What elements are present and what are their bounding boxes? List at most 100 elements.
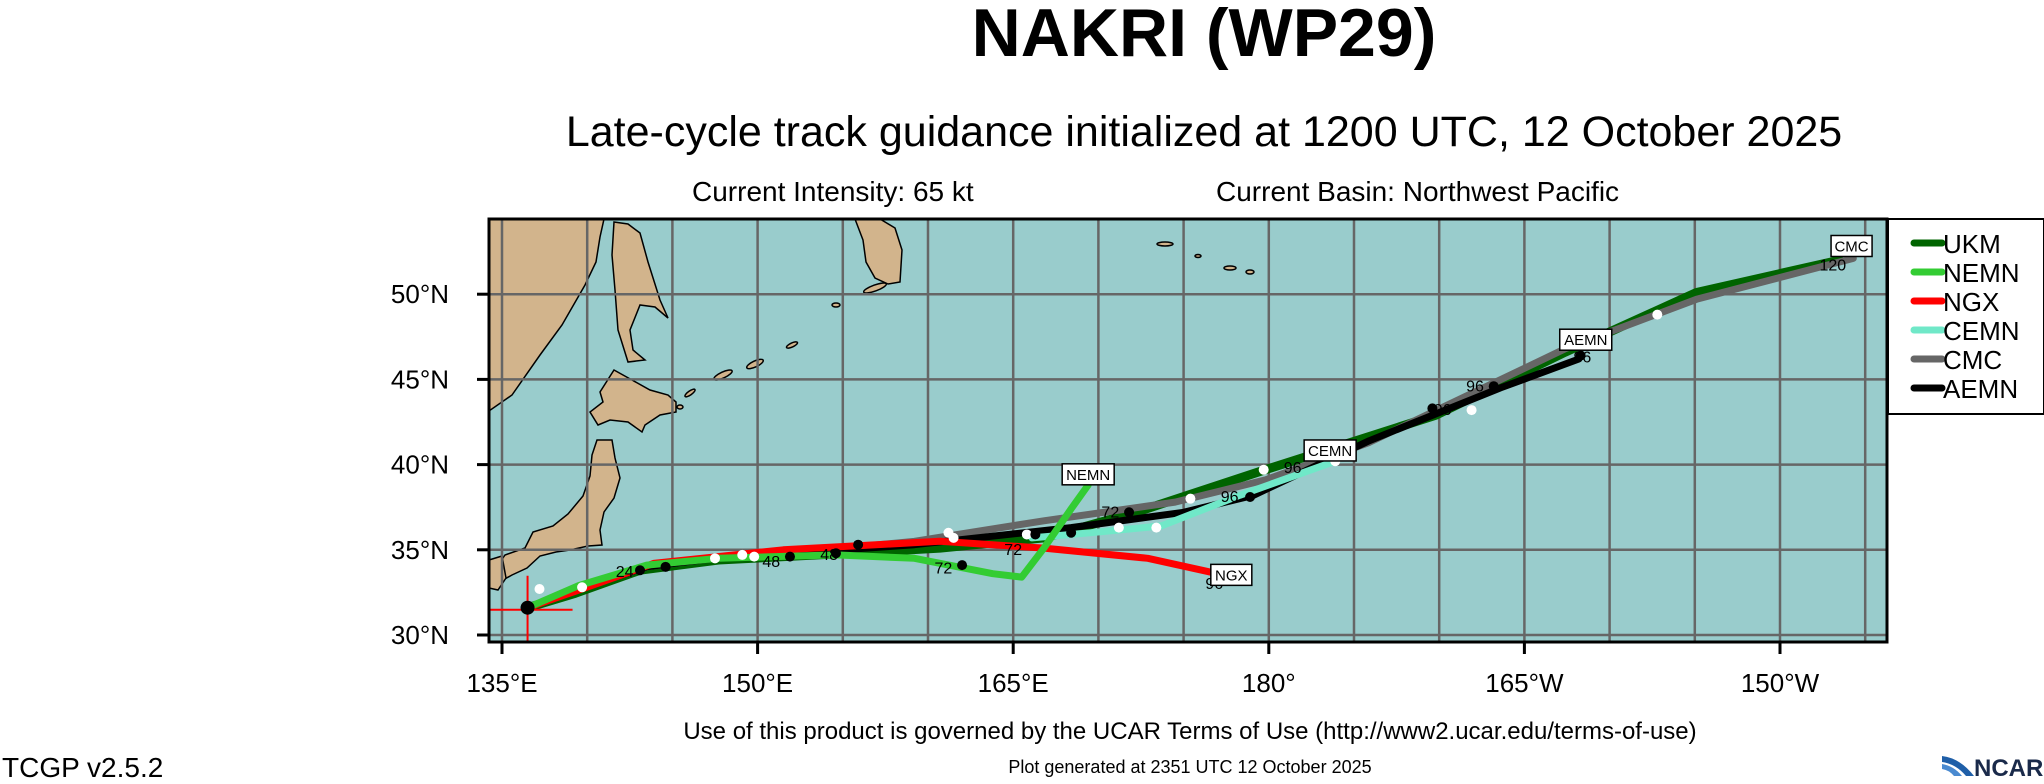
forecast-point-white (1466, 405, 1477, 416)
forecast-point-white (737, 549, 748, 560)
kamchatka (853, 218, 903, 285)
sakhalin (611, 221, 669, 363)
island (684, 388, 696, 398)
forecast-point-black (635, 565, 646, 576)
legend-label: AEMN (1943, 374, 2018, 404)
forecast-point-white (1185, 493, 1196, 504)
forecast-hour-label: 72 (934, 561, 952, 578)
forecast-point-white (1258, 464, 1269, 475)
forecast-point-white (749, 551, 760, 562)
model-label-cemn: CEMN (1303, 439, 1357, 462)
forecast-point-white (534, 583, 545, 594)
asia-mainland (488, 218, 605, 413)
forecast-hour-label: 48 (820, 547, 838, 564)
forecast-point-black (1030, 529, 1041, 540)
legend-label: UKM (1943, 229, 2001, 259)
model-label-box (1061, 463, 1115, 486)
model-label-cmc: CMC (1830, 234, 1873, 258)
island (831, 302, 841, 308)
legend-label: NGX (1943, 287, 1999, 317)
current-intensity: Current Intensity: 65 kt (692, 176, 974, 207)
track-nemn (524, 481, 1092, 612)
page-subtitle: Late-cycle track guidance initialized at… (565, 108, 1843, 156)
model-labels: CMC AEMN CEMN NGX NEMN (1061, 234, 1873, 587)
forecast-point-white (1113, 522, 1124, 533)
forecast-hour-label: 96 (1221, 489, 1239, 506)
lon-tick-label: 165°W (1485, 668, 1564, 698)
page-title: NAKRI (WP29) (971, 0, 1437, 71)
forecast-point-white (1652, 309, 1663, 320)
lat-tick-label: 35°N (391, 535, 449, 565)
current-basin: Current Basin: Northwest Pacific (1216, 176, 1620, 207)
forecast-hour-label: 96 (1434, 402, 1452, 419)
model-label-box (1210, 563, 1253, 587)
forecast-point-black (1066, 527, 1077, 538)
axis-ticks (477, 292, 1782, 654)
island (1156, 241, 1174, 247)
lat-tick-label: 30°N (391, 620, 449, 650)
model-label-text: AEMN (1564, 332, 1607, 349)
forecast-point-black (957, 560, 968, 571)
forecast-point-white (710, 553, 720, 564)
legend-item-aemn: AEMN (1910, 374, 2018, 404)
ocean (489, 219, 1887, 642)
island (785, 341, 799, 349)
graticule (489, 219, 1887, 642)
forecast-point-black (1124, 507, 1135, 518)
island (862, 282, 888, 294)
forecast-point-black (784, 551, 795, 562)
forecast-hour-label: 96 (1284, 460, 1302, 477)
generated-time: Plot generated at 2351 UTC 12 October 20… (1008, 757, 1372, 777)
lon-tick-label: 150°W (1741, 668, 1820, 698)
forecast-point-black (660, 561, 671, 572)
forecast-point-black (1427, 403, 1438, 414)
island (1194, 253, 1202, 259)
forecast-point-white (1151, 522, 1162, 533)
legend-item-cemn: CEMN (1910, 316, 2020, 346)
forecast-point-black (1488, 381, 1499, 392)
model-label-text: CMC (1834, 238, 1868, 255)
legend-label: NEMN (1943, 258, 2020, 288)
track-map: 244848727272969696969696120 CMCAEMNCEMNN… (391, 217, 2044, 698)
island (1245, 269, 1255, 275)
island (1223, 265, 1237, 271)
forecast-point-white (1021, 529, 1032, 540)
forecast-hour-label: 96 (1466, 378, 1484, 395)
legend-item-nemn: NEMN (1910, 258, 2020, 288)
forecast-hour-label: 72 (1004, 542, 1022, 559)
model-label-box (1303, 439, 1357, 462)
legend-label: CEMN (1943, 316, 2020, 346)
legend-box (1887, 218, 2044, 415)
forecast-point-black (1245, 491, 1256, 502)
model-label-text: CEMN (1308, 443, 1352, 460)
island (676, 404, 684, 410)
lon-tick-label: 180° (1242, 668, 1296, 698)
model-label-box (1830, 234, 1873, 258)
legend-item-ngx: NGX (1910, 287, 1999, 317)
forecast-point-black (830, 548, 841, 559)
honshu (495, 439, 621, 582)
initial-position (520, 600, 535, 615)
forecast-hour-label: 72 (1101, 504, 1119, 521)
model-label-aemn: AEMN (1558, 328, 1613, 351)
ncar-logo: NCAR (1942, 755, 2043, 780)
model-label-nemn: NEMN (1061, 463, 1115, 486)
forecast-hour-label: 96 (1573, 349, 1591, 366)
forecast-point-black (1575, 350, 1586, 361)
island (745, 358, 765, 370)
lat-tick-label: 40°N (391, 450, 449, 480)
model-label-box (1558, 328, 1613, 351)
model-label-text: NGX (1215, 567, 1248, 584)
terms-of-use: Use of this product is governed by the U… (683, 718, 1697, 745)
map-frame (487, 217, 1889, 644)
lat-tick-label: 45°N (391, 364, 449, 394)
version-label: TCGP v2.5.2 (2, 752, 164, 783)
forecast-point-white (948, 532, 959, 543)
legend-item-cmc: CMC (1910, 345, 2002, 375)
forecast-hour-label: 120 (1819, 257, 1846, 274)
model-label-text: NEMN (1066, 467, 1110, 484)
legend-item-ukm: UKM (1910, 229, 2001, 259)
forecast-point-white (577, 582, 588, 593)
lon-tick-label: 135°E (466, 668, 537, 698)
